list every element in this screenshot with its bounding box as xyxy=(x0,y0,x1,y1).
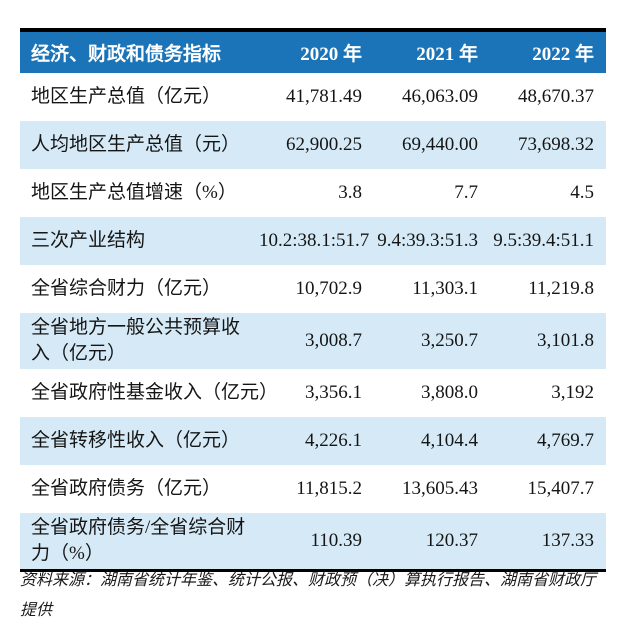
table-header: 经济、财政和债务指标 2020 年 2021 年 2022 年 xyxy=(20,32,606,73)
cell-value: 3,808.0 xyxy=(421,382,478,403)
cell-value: 3,356.1 xyxy=(305,382,362,403)
cell-value: 3,250.7 xyxy=(374,313,490,369)
cell-value: 69,440.00 xyxy=(374,121,490,169)
cell-value: 15,407.7 xyxy=(527,478,595,499)
cell-value: 4,104.4 xyxy=(374,417,490,465)
cell-value: 3,192 xyxy=(551,382,594,403)
cell-value: 62,900.25 xyxy=(258,121,374,169)
table-row: 人均地区生产总值（元） 62,900.25 69,440.00 73,698.32 xyxy=(20,121,606,169)
cell-value: 4,226.1 xyxy=(258,417,374,465)
column-header-2020: 2020 年 xyxy=(258,32,374,73)
cell-value: 11,303.1 xyxy=(412,278,478,299)
table-row: 三次产业结构 10.2:38.1:51.7 9.4:39.3:51.3 9.5:39.… xyxy=(20,217,606,265)
cell-value: 10,702.9 xyxy=(295,278,363,299)
cell-value: 9.5:39.4:51.1 xyxy=(490,217,606,265)
column-header-indicator: 经济、财政和债务指标 xyxy=(20,32,258,73)
table-row: 地区生产总值（亿元） 41,781.49 46,063.09 48,670.37 xyxy=(20,73,606,121)
cell-value: 4.5 xyxy=(570,182,594,203)
cell-value: 13,605.43 xyxy=(402,478,478,499)
table-body: 地区生产总值（亿元） 41,781.49 46,063.09 48,670.37 人均地… xyxy=(20,73,606,569)
indicators-table: 经济、财政和债务指标 2020 年 2021 年 2022 年 地区生产总值（亿… xyxy=(20,32,606,569)
cell-value: 11,815.2 xyxy=(296,478,362,499)
row-label: 全省政府债务（亿元） xyxy=(31,478,222,499)
cell-value: 120.37 xyxy=(374,513,490,569)
row-label: 三次产业结构 xyxy=(20,217,258,265)
table-row: 全省政府性基金收入（亿元） 3,356.1 3,808.0 3,192 xyxy=(20,369,606,417)
row-label: 全省政府性基金收入（亿元） xyxy=(31,382,279,403)
cell-value: 110.39 xyxy=(258,513,374,569)
row-label: 地区生产总值（亿元） xyxy=(31,86,222,107)
cell-value: 4,769.7 xyxy=(490,417,606,465)
cell-value: 9.4:39.3:51.3 xyxy=(374,217,490,265)
row-label: 全省综合财力（亿元） xyxy=(31,278,222,299)
cell-value: 41,781.49 xyxy=(286,86,362,107)
cell-value: 7.7 xyxy=(454,182,478,203)
table-row: 全省转移性收入（亿元） 4,226.1 4,104.4 4,769.7 xyxy=(20,417,606,465)
row-label: 全省转移性收入（亿元） xyxy=(20,417,258,465)
cell-value: 137.33 xyxy=(490,513,606,569)
table-row: 地区生产总值增速（%） 3.8 7.7 4.5 xyxy=(20,169,606,217)
cell-value: 11,219.8 xyxy=(528,278,594,299)
cell-value: 73,698.32 xyxy=(490,121,606,169)
cell-value: 48,670.37 xyxy=(518,86,594,107)
table-row: 全省综合财力（亿元） 10,702.9 11,303.1 11,219.8 xyxy=(20,265,606,313)
indicators-table-container: 经济、财政和债务指标 2020 年 2021 年 2022 年 地区生产总值（亿… xyxy=(20,28,606,572)
row-label: 全省地方一般公共预算收 入（亿元） xyxy=(20,313,258,369)
column-header-2021: 2021 年 xyxy=(374,32,490,73)
source-note: 资料来源：湖南省统计年鉴、统计公报、财政预（决）算执行报告、湖南省财政厅提供 xyxy=(20,572,597,619)
row-label: 全省政府债务/全省综合财 力（%） xyxy=(20,513,258,569)
table-row: 全省政府债务/全省综合财 力（%） 110.39 120.37 137.33 xyxy=(20,513,606,569)
row-label: 人均地区生产总值（元） xyxy=(20,121,258,169)
cell-value: 3,101.8 xyxy=(490,313,606,369)
table-header-row: 经济、财政和债务指标 2020 年 2021 年 2022 年 xyxy=(20,32,606,73)
table-row: 全省地方一般公共预算收 入（亿元） 3,008.7 3,250.7 3,101.8 xyxy=(20,313,606,369)
table-row: 全省政府债务（亿元） 11,815.2 13,605.43 15,407.7 xyxy=(20,465,606,513)
row-label: 地区生产总值增速（%） xyxy=(31,182,237,203)
cell-value: 46,063.09 xyxy=(402,86,478,107)
cell-value: 3,008.7 xyxy=(258,313,374,369)
column-header-2022: 2022 年 xyxy=(490,32,606,73)
cell-value: 10.2:38.1:51.7 xyxy=(258,217,374,265)
cell-value: 3.8 xyxy=(338,182,362,203)
